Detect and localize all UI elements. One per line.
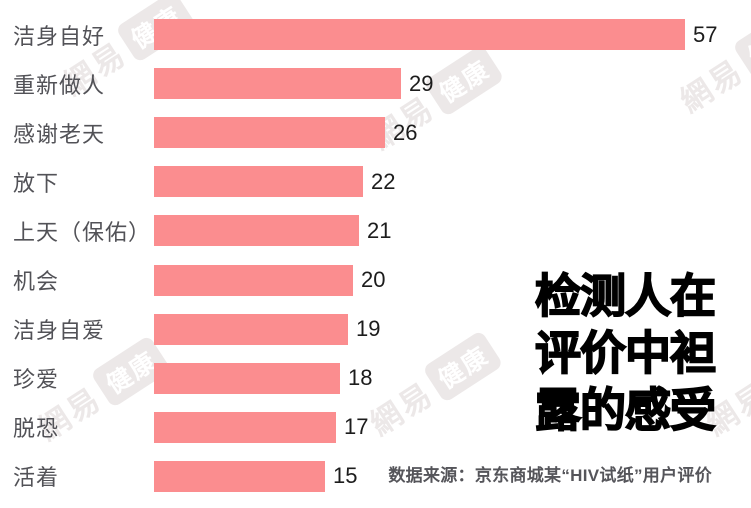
bar — [154, 460, 325, 492]
bar — [154, 166, 363, 198]
bar-row: 重新做人 29 — [0, 59, 751, 108]
chart-title-line-2: 评价中袒 — [534, 326, 717, 380]
category-label: 洁身自爱 — [13, 318, 106, 344]
category-label: 重新做人 — [13, 72, 106, 98]
chart-title-line-1: 检测人在 — [534, 269, 717, 323]
bar — [154, 19, 685, 51]
value-label: 29 — [409, 70, 434, 96]
category-label: 感谢老天 — [13, 121, 106, 147]
bar-chart: 洁身自好 57 重新做人 29 感谢老天 26 放下 22 上天（保佑） 21 … — [0, 10, 751, 501]
category-label: 放下 — [13, 170, 60, 196]
bar — [154, 215, 359, 247]
data-source-note: 数据来源：京东商城某“HIV试纸”用户评价 — [388, 466, 712, 485]
bar-row: 放下 22 — [0, 157, 751, 206]
value-label: 19 — [356, 316, 381, 342]
bar-row: 洁身自好 57 — [0, 10, 751, 59]
bar-row: 洁身自爱 19 — [0, 305, 751, 354]
bar-row: 活着 15 — [0, 452, 751, 501]
value-label: 20 — [361, 267, 386, 293]
category-label: 活着 — [13, 465, 60, 491]
bar-row: 上天（保佑） 21 — [0, 206, 751, 255]
bar — [154, 68, 401, 100]
value-label: 21 — [367, 217, 392, 243]
bar — [154, 264, 353, 296]
bar-row: 脱恐 17 — [0, 403, 751, 452]
value-label: 15 — [333, 463, 358, 489]
value-label: 26 — [393, 119, 418, 145]
value-label: 18 — [348, 365, 373, 391]
bar-row: 感谢老天 26 — [0, 108, 751, 157]
category-label: 上天（保佑） — [13, 219, 152, 245]
chart-title-line-3: 露的感受 — [534, 383, 717, 437]
category-label: 珍爱 — [13, 367, 60, 393]
category-label: 洁身自好 — [13, 23, 106, 49]
bar-row: 珍爱 18 — [0, 354, 751, 403]
bar — [154, 117, 385, 149]
category-label: 脱恐 — [13, 416, 60, 442]
bar — [154, 313, 348, 345]
category-label: 机会 — [13, 269, 60, 295]
bar-row: 机会 20 — [0, 255, 751, 304]
bar — [154, 362, 340, 394]
bar — [154, 411, 336, 443]
chart-title: 检测人在 评价中袒 露的感受 — [534, 268, 717, 439]
value-label: 17 — [344, 414, 369, 440]
value-label: 57 — [693, 21, 718, 47]
value-label: 22 — [371, 168, 396, 194]
